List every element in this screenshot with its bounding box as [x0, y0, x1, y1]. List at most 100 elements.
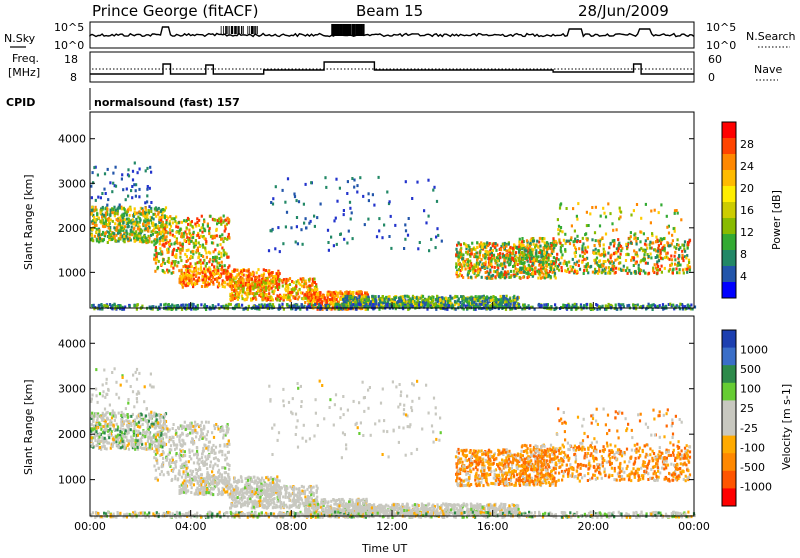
heat-cell [675, 267, 677, 270]
heat-cell [544, 241, 546, 244]
heat-cell [298, 282, 300, 285]
heat-cell [441, 240, 443, 243]
heat-cell [230, 303, 232, 306]
heat-cell [511, 252, 513, 255]
heat-cell [561, 256, 563, 259]
heat-cell [94, 235, 96, 238]
heat-cell [238, 287, 240, 290]
heat-cell [155, 223, 157, 226]
heat-cell [360, 290, 362, 293]
heat-cell [210, 235, 212, 238]
heat-cell [182, 304, 184, 307]
heat-cell [451, 297, 453, 300]
heat-cell [180, 235, 182, 238]
heat-cell [551, 271, 553, 274]
heat-cell [595, 303, 597, 306]
heat-cell [242, 287, 244, 290]
heat-cell [209, 268, 211, 271]
heat-cell [632, 256, 634, 259]
heat-cell [489, 269, 491, 272]
heat-cell [584, 246, 586, 249]
heat-cell [121, 226, 123, 229]
heat-cell [615, 271, 617, 274]
heat-cell [135, 189, 137, 192]
heat-cell [649, 241, 651, 244]
heat-cell [463, 297, 465, 300]
heat-cell [531, 268, 533, 271]
heat-cell [242, 297, 244, 300]
heat-cell [143, 235, 145, 238]
heat-cell [529, 242, 531, 245]
heat-cell [324, 296, 326, 299]
heat-cell [432, 189, 434, 192]
heat-cell [360, 298, 362, 301]
heat-cell [284, 201, 286, 204]
heat-cell [479, 250, 481, 253]
heat-cell [550, 254, 552, 257]
heat-cell [330, 236, 332, 239]
heat-cell [228, 237, 230, 240]
heat-cell [408, 217, 410, 220]
heat-cell [131, 185, 133, 188]
heat-cell [175, 253, 177, 256]
heat-cell [405, 180, 407, 183]
heat-cell [289, 283, 291, 286]
heat-cell [579, 268, 581, 271]
heat-cell [291, 291, 293, 294]
heat-cell [196, 282, 198, 285]
heat-cell [403, 247, 405, 250]
heat-cell [555, 244, 557, 247]
heat-cell [114, 239, 116, 242]
heat-cell [325, 304, 327, 307]
heat-cell [152, 213, 154, 216]
heat-cell [398, 305, 400, 308]
heat-cell [547, 259, 549, 262]
heat-cell [206, 256, 208, 259]
heat-cell [139, 168, 141, 171]
heat-cell [192, 236, 194, 239]
heat-cell [468, 302, 470, 305]
heat-cell [352, 303, 354, 306]
heat-cell [636, 243, 638, 246]
heat-cell [193, 231, 195, 234]
heat-cell [165, 231, 167, 234]
heat-cell [218, 218, 220, 221]
heat-cell [563, 239, 565, 242]
heat-cell [494, 296, 496, 299]
heat-cell [144, 239, 146, 242]
heat-cell [495, 242, 497, 245]
heat-cell [550, 260, 552, 263]
heat-cell [353, 186, 355, 189]
heat-cell [503, 298, 505, 301]
heat-cell [214, 269, 216, 272]
heat-cell [108, 235, 110, 238]
heat-cell [538, 303, 540, 306]
heat-cell [615, 304, 617, 307]
heat-cell [126, 211, 128, 214]
heat-cell [189, 269, 191, 272]
heat-cell [165, 242, 167, 245]
heat-cell [155, 226, 157, 229]
heat-cell [556, 257, 558, 260]
heat-cell [467, 276, 469, 279]
heat-cell [648, 255, 650, 258]
heat-cell [111, 238, 113, 241]
heat-cell [162, 208, 164, 211]
heat-cell [532, 248, 534, 251]
freq-unit: [MHz] [8, 66, 40, 79]
heat-cell [297, 298, 299, 301]
heat-cell [242, 285, 244, 288]
heat-cell [171, 217, 173, 220]
heat-cell [445, 304, 447, 307]
heat-cell [483, 262, 485, 265]
heat-cell [522, 244, 524, 247]
heat-cell [101, 209, 103, 212]
heat-cell [618, 242, 620, 245]
heat-cell [215, 259, 217, 262]
heat-cell [160, 231, 162, 234]
heat-cell [484, 298, 486, 301]
heat-cell [522, 276, 524, 279]
heat-cell [131, 233, 133, 236]
heat-cell [172, 221, 174, 224]
heat-cell [472, 248, 474, 251]
